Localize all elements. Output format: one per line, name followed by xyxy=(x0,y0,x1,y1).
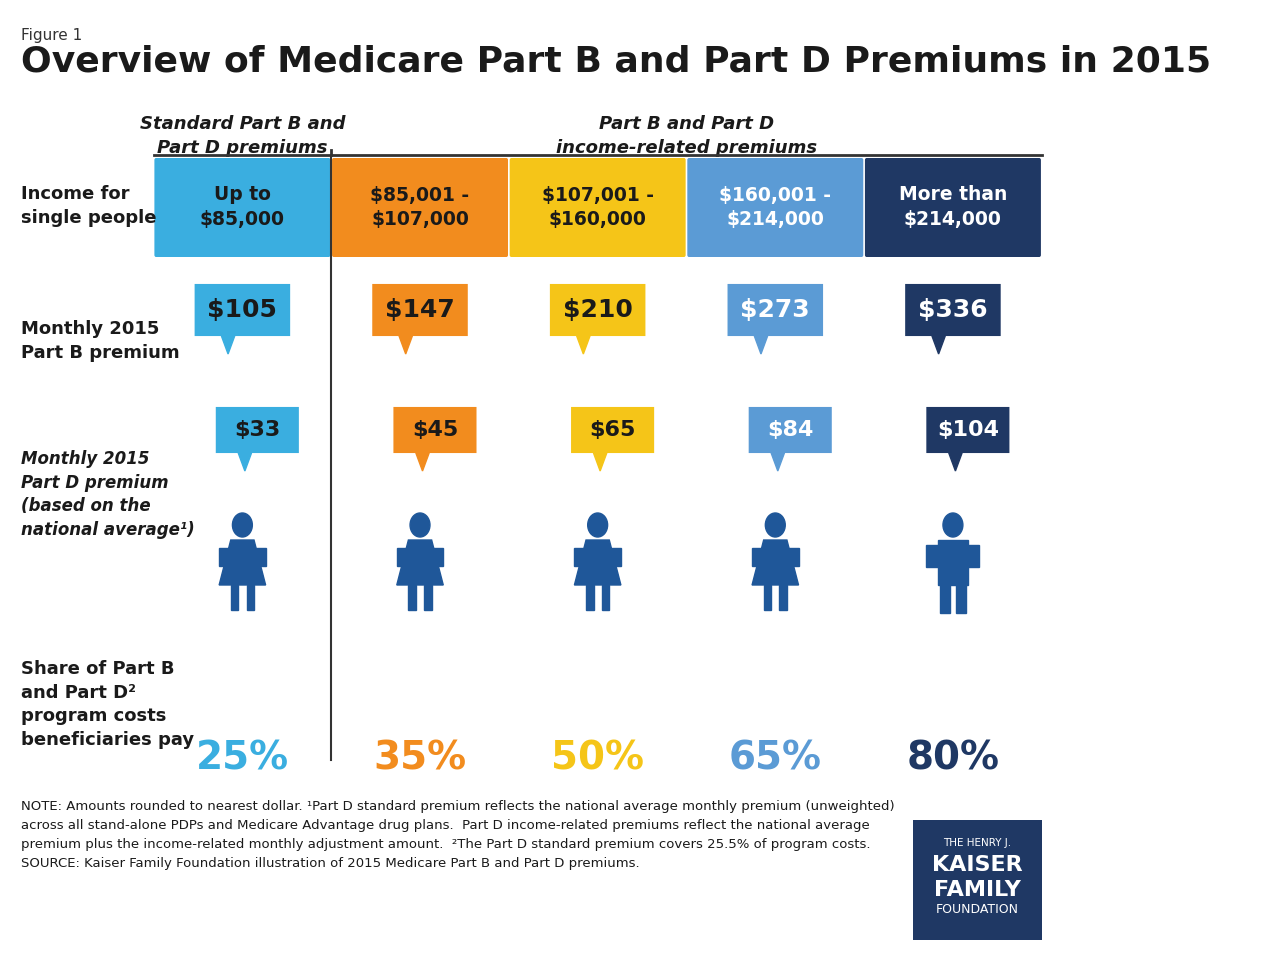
Text: 25%: 25% xyxy=(196,740,289,778)
FancyBboxPatch shape xyxy=(865,158,1041,257)
Polygon shape xyxy=(575,540,621,585)
Polygon shape xyxy=(230,585,238,610)
Polygon shape xyxy=(577,336,590,354)
Polygon shape xyxy=(940,585,950,613)
Circle shape xyxy=(765,513,785,537)
Polygon shape xyxy=(956,585,966,613)
FancyBboxPatch shape xyxy=(509,158,686,257)
Polygon shape xyxy=(771,453,785,471)
Polygon shape xyxy=(787,548,799,566)
Text: $210: $210 xyxy=(563,298,632,322)
Text: $160,001 -
$214,000: $160,001 - $214,000 xyxy=(719,185,831,229)
Text: 50%: 50% xyxy=(552,740,644,778)
Text: 35%: 35% xyxy=(374,740,467,778)
Polygon shape xyxy=(397,540,443,585)
Polygon shape xyxy=(938,540,968,585)
Text: $45: $45 xyxy=(412,420,458,440)
Polygon shape xyxy=(431,548,443,566)
Text: $107,001 -
$160,000: $107,001 - $160,000 xyxy=(541,185,654,229)
Text: $273: $273 xyxy=(741,298,810,322)
Polygon shape xyxy=(753,540,799,585)
Polygon shape xyxy=(416,453,429,471)
Text: 65%: 65% xyxy=(728,740,822,778)
Text: $147: $147 xyxy=(385,298,454,322)
FancyBboxPatch shape xyxy=(372,284,467,336)
Polygon shape xyxy=(602,585,609,610)
Polygon shape xyxy=(609,548,621,566)
FancyBboxPatch shape xyxy=(216,407,298,453)
Polygon shape xyxy=(764,585,771,610)
Text: Income for
single people: Income for single people xyxy=(20,185,156,227)
FancyBboxPatch shape xyxy=(749,407,832,453)
Polygon shape xyxy=(780,585,787,610)
Text: 80%: 80% xyxy=(906,740,1000,778)
Text: More than
$214,000: More than $214,000 xyxy=(899,185,1007,229)
Polygon shape xyxy=(754,336,768,354)
FancyBboxPatch shape xyxy=(155,158,330,257)
Text: Share of Part B
and Part D²
program costs
beneficiaries pay: Share of Part B and Part D² program cost… xyxy=(20,660,193,749)
Text: NOTE: Amounts rounded to nearest dollar. ¹Part D standard premium reflects the n: NOTE: Amounts rounded to nearest dollar.… xyxy=(20,800,895,870)
Polygon shape xyxy=(238,453,251,471)
Text: Up to
$85,000: Up to $85,000 xyxy=(200,185,285,229)
Text: Monthly 2015
Part B premium: Monthly 2015 Part B premium xyxy=(20,320,179,362)
Circle shape xyxy=(943,513,963,537)
Polygon shape xyxy=(575,548,586,566)
FancyBboxPatch shape xyxy=(571,407,654,453)
Circle shape xyxy=(588,513,608,537)
Polygon shape xyxy=(247,585,253,610)
Text: $85,001 -
$107,000: $85,001 - $107,000 xyxy=(370,185,470,229)
Polygon shape xyxy=(219,548,230,566)
Text: Monthly 2015
Part D premium
(based on the
national average¹): Monthly 2015 Part D premium (based on th… xyxy=(20,450,195,539)
Polygon shape xyxy=(221,336,234,354)
Polygon shape xyxy=(753,548,764,566)
Polygon shape xyxy=(424,585,431,610)
Polygon shape xyxy=(927,545,938,567)
Polygon shape xyxy=(594,453,607,471)
Text: Overview of Medicare Part B and Part D Premiums in 2015: Overview of Medicare Part B and Part D P… xyxy=(20,45,1211,79)
FancyBboxPatch shape xyxy=(913,820,1042,940)
Text: $84: $84 xyxy=(767,420,813,440)
FancyBboxPatch shape xyxy=(727,284,823,336)
FancyBboxPatch shape xyxy=(905,284,1001,336)
Text: $105: $105 xyxy=(207,298,278,322)
FancyBboxPatch shape xyxy=(195,284,291,336)
FancyBboxPatch shape xyxy=(687,158,863,257)
FancyBboxPatch shape xyxy=(332,158,508,257)
Text: $33: $33 xyxy=(234,420,280,440)
Circle shape xyxy=(410,513,430,537)
Polygon shape xyxy=(948,453,963,471)
FancyBboxPatch shape xyxy=(393,407,476,453)
Polygon shape xyxy=(399,336,412,354)
Text: $336: $336 xyxy=(918,298,988,322)
Text: $104: $104 xyxy=(937,420,998,440)
Polygon shape xyxy=(932,336,945,354)
Polygon shape xyxy=(968,545,979,567)
Text: FOUNDATION: FOUNDATION xyxy=(936,903,1019,916)
Text: Part B and Part D
income-related premiums: Part B and Part D income-related premium… xyxy=(556,115,817,156)
FancyBboxPatch shape xyxy=(927,407,1010,453)
Text: $65: $65 xyxy=(589,420,636,440)
Text: FAMILY: FAMILY xyxy=(934,880,1021,900)
Text: Figure 1: Figure 1 xyxy=(20,28,82,43)
Text: THE HENRY J.: THE HENRY J. xyxy=(943,838,1011,848)
Text: KAISER: KAISER xyxy=(932,855,1023,875)
Polygon shape xyxy=(586,585,594,610)
Text: Standard Part B and
Part D premiums: Standard Part B and Part D premiums xyxy=(140,115,346,156)
Polygon shape xyxy=(408,585,416,610)
FancyBboxPatch shape xyxy=(550,284,645,336)
Polygon shape xyxy=(253,548,266,566)
Polygon shape xyxy=(397,548,408,566)
Polygon shape xyxy=(219,540,266,585)
Circle shape xyxy=(233,513,252,537)
